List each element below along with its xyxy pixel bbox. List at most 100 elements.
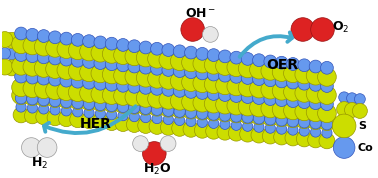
Circle shape (318, 104, 336, 123)
Circle shape (241, 72, 254, 84)
Circle shape (295, 84, 314, 102)
Circle shape (105, 78, 118, 91)
Circle shape (102, 86, 121, 104)
Circle shape (318, 112, 336, 130)
Circle shape (36, 109, 52, 125)
Circle shape (272, 100, 291, 119)
Circle shape (291, 18, 314, 41)
Circle shape (125, 67, 144, 86)
Circle shape (37, 30, 50, 42)
Circle shape (34, 80, 53, 99)
Circle shape (71, 54, 84, 67)
Circle shape (253, 73, 265, 85)
Circle shape (114, 95, 132, 113)
Circle shape (170, 99, 189, 118)
Circle shape (117, 59, 129, 72)
Circle shape (227, 104, 246, 123)
Circle shape (197, 108, 208, 119)
Circle shape (275, 75, 288, 88)
Circle shape (182, 73, 200, 91)
Circle shape (49, 52, 62, 65)
Circle shape (26, 28, 39, 41)
Circle shape (68, 91, 87, 109)
Circle shape (284, 109, 302, 128)
Circle shape (276, 114, 287, 126)
Circle shape (242, 112, 253, 123)
Circle shape (139, 61, 152, 74)
Circle shape (71, 33, 84, 46)
Circle shape (228, 125, 244, 141)
Circle shape (15, 49, 28, 61)
Circle shape (12, 78, 30, 97)
Circle shape (204, 75, 223, 94)
Circle shape (184, 85, 197, 98)
Circle shape (46, 89, 64, 108)
Circle shape (285, 130, 301, 146)
Circle shape (193, 93, 212, 112)
Circle shape (128, 80, 141, 93)
Circle shape (15, 27, 28, 40)
Circle shape (94, 99, 106, 111)
Circle shape (204, 56, 223, 74)
Circle shape (207, 68, 220, 81)
Circle shape (118, 111, 128, 121)
Circle shape (309, 78, 322, 91)
Circle shape (136, 48, 155, 67)
Circle shape (94, 77, 107, 90)
Text: H$_2$O: H$_2$O (143, 162, 172, 177)
Circle shape (15, 92, 27, 104)
Circle shape (143, 142, 166, 165)
Circle shape (306, 66, 325, 85)
Circle shape (204, 94, 223, 113)
Circle shape (83, 35, 95, 48)
Circle shape (251, 127, 267, 143)
Circle shape (136, 68, 155, 87)
Circle shape (150, 62, 163, 75)
Circle shape (355, 94, 365, 104)
Circle shape (12, 86, 30, 104)
Circle shape (333, 137, 355, 158)
Circle shape (125, 95, 144, 114)
Circle shape (80, 92, 98, 110)
Circle shape (181, 18, 204, 41)
Circle shape (207, 88, 220, 100)
Text: OH$^-$: OH$^-$ (185, 7, 216, 20)
Circle shape (194, 122, 210, 138)
Circle shape (162, 64, 175, 76)
Circle shape (182, 100, 200, 119)
Circle shape (309, 60, 322, 73)
Circle shape (253, 92, 265, 104)
Circle shape (26, 71, 39, 84)
Circle shape (173, 65, 186, 77)
Text: O$_2$: O$_2$ (332, 20, 350, 35)
Circle shape (219, 110, 231, 121)
Circle shape (299, 116, 310, 128)
Circle shape (193, 74, 212, 93)
Circle shape (193, 101, 212, 120)
Circle shape (209, 118, 219, 129)
Circle shape (262, 128, 278, 144)
Circle shape (215, 95, 234, 114)
Circle shape (117, 39, 129, 51)
Circle shape (105, 37, 118, 50)
Circle shape (37, 51, 50, 64)
Circle shape (185, 107, 197, 118)
Circle shape (115, 116, 131, 132)
Circle shape (230, 70, 243, 83)
Circle shape (299, 126, 309, 136)
Circle shape (318, 86, 336, 104)
Circle shape (243, 121, 253, 131)
Circle shape (321, 118, 333, 130)
Circle shape (249, 79, 268, 98)
Circle shape (68, 62, 87, 81)
Circle shape (182, 92, 200, 111)
Text: HER: HER (79, 117, 111, 131)
Circle shape (332, 114, 356, 138)
Circle shape (94, 57, 107, 69)
Circle shape (196, 87, 209, 99)
Circle shape (27, 103, 37, 113)
Circle shape (92, 114, 108, 130)
Circle shape (149, 119, 165, 134)
Circle shape (184, 66, 197, 79)
Circle shape (287, 76, 299, 89)
